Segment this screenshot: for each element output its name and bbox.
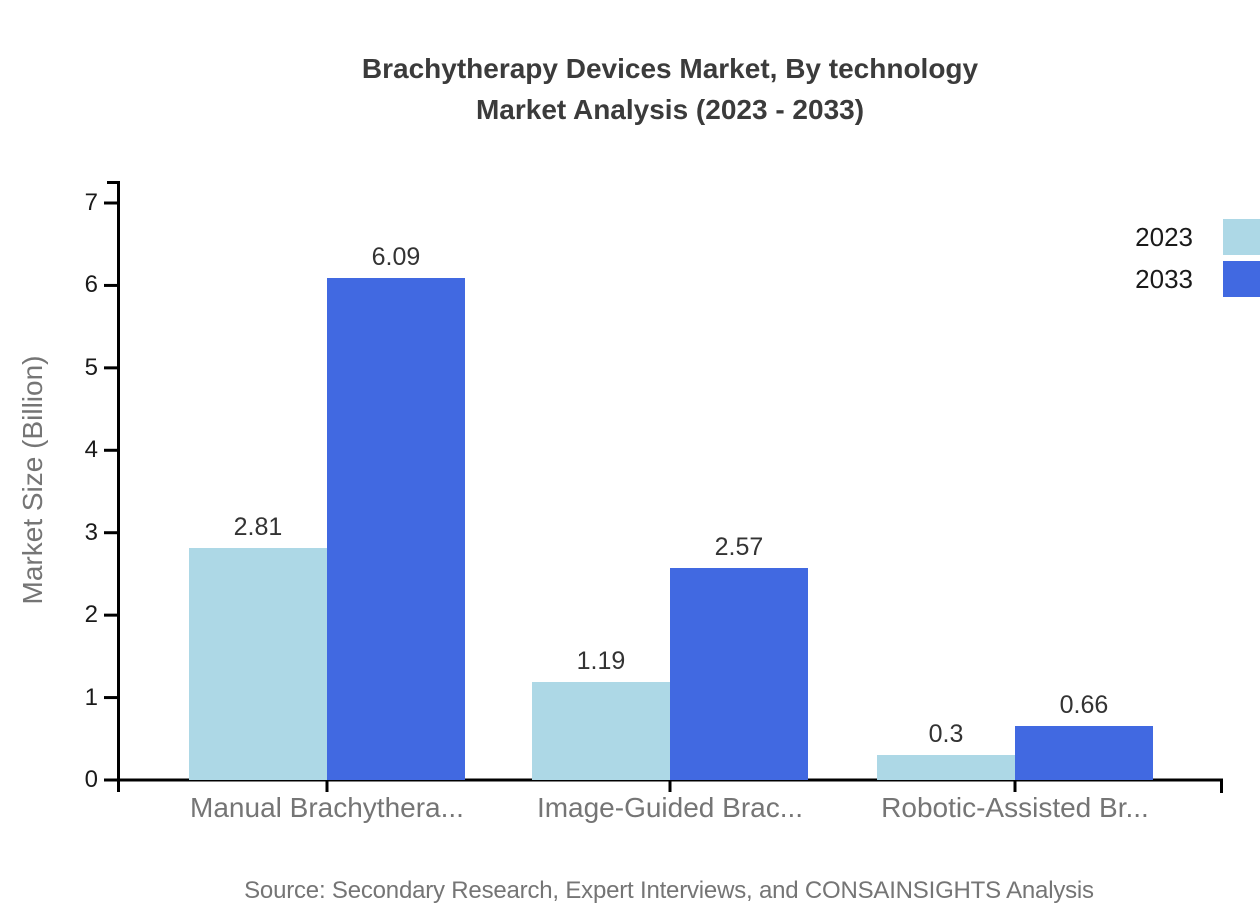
y-tick-label: 2 xyxy=(84,601,98,629)
bar-value-label: 1.19 xyxy=(576,646,626,675)
bar-2033-1 xyxy=(327,278,465,780)
bar-2023-3 xyxy=(877,755,1015,780)
bar-2023-2 xyxy=(532,681,670,780)
legend-swatch-2023 xyxy=(1223,219,1260,255)
legend-label-2033: 2033 xyxy=(1135,263,1193,294)
y-tick-label: 6 xyxy=(84,271,98,299)
legend-item-2023: 2023 xyxy=(1135,219,1260,255)
legend-swatch-2033 xyxy=(1223,261,1260,297)
y-tick-label: 0 xyxy=(84,766,98,793)
chart-title-line1: Brachytherapy Devices Market, By technol… xyxy=(361,53,979,84)
x-category-label: Robotic-Assisted Br... xyxy=(881,792,1149,823)
legend-item-2033: 2033 xyxy=(1135,261,1260,297)
y-tick-label: 1 xyxy=(84,683,98,711)
bar-2023-1 xyxy=(189,548,327,780)
bar-value-label: 0.3 xyxy=(928,720,964,749)
bar-2033-3 xyxy=(1015,725,1153,780)
y-tick-label: 7 xyxy=(84,189,98,216)
y-tick-label: 5 xyxy=(84,353,98,381)
bar-value-label: 2.57 xyxy=(714,533,764,562)
x-category-label: Manual Brachythera... xyxy=(190,792,464,823)
chart-title: Brachytherapy Devices Market, By technol… xyxy=(118,48,1222,130)
chart-title-line2: Market Analysis (2023 - 2033) xyxy=(475,94,865,125)
bar-value-label: 0.66 xyxy=(1059,690,1109,719)
bar-value-label: 6.09 xyxy=(371,243,421,271)
y-axis-line xyxy=(107,181,120,792)
y-axis-title: Market Size (Billion) xyxy=(17,355,48,605)
x-category-label: Image-Guided Brac... xyxy=(536,792,804,823)
source-note: Source: Secondary Research, Expert Inter… xyxy=(244,877,1094,904)
y-tick-label: 4 xyxy=(84,436,98,464)
y-tick-label: 3 xyxy=(84,518,98,546)
bar-2033-2 xyxy=(670,568,808,780)
legend-label-2023: 2023 xyxy=(1135,221,1193,252)
bar-value-label: 2.81 xyxy=(233,513,283,542)
